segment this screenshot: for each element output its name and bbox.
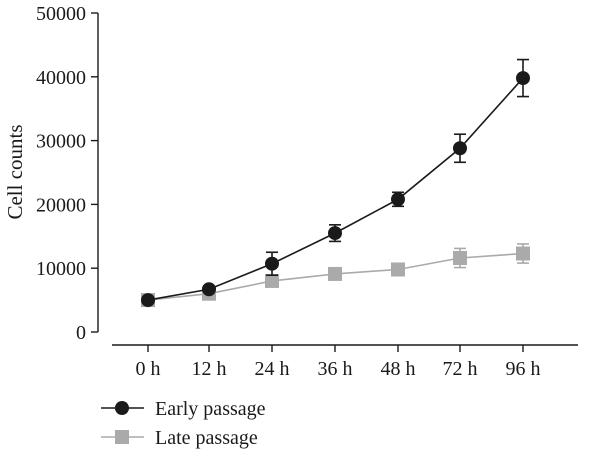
data-point (265, 273, 279, 288)
axes: 0 10000 20000 30000 40000 50000 0 h 12 h 24 h 36 … (36, 3, 578, 380)
x-tick-label: 72 h (443, 358, 478, 380)
y-axis-title: Cell counts (3, 124, 27, 219)
data-point (328, 226, 342, 241)
legend: Early passage Late passage (101, 398, 266, 449)
x-tick-label: 24 h (255, 358, 290, 380)
legend-label: Late passage (155, 427, 258, 449)
series-layer (141, 58, 530, 308)
legend-label: Early passage (155, 398, 266, 420)
series-late-passage (141, 243, 530, 308)
data-point (202, 282, 216, 297)
series-line (147, 77, 524, 301)
x-tick-label: 0 h (136, 358, 161, 380)
y-tick-label: 30000 (36, 131, 86, 153)
y-tick-label: 20000 (36, 194, 86, 216)
data-point (453, 141, 467, 156)
data-point (453, 250, 467, 265)
legend-marker (115, 401, 129, 415)
data-point (516, 246, 530, 261)
data-point (391, 262, 405, 277)
y-tick-label: 10000 (36, 258, 86, 280)
x-tick-label: 12 h (192, 358, 227, 380)
series-early-passage (141, 58, 530, 308)
legend-marker (115, 430, 129, 444)
data-point (141, 293, 155, 308)
x-tick-label: 36 h (318, 358, 353, 380)
y-tick-label: 0 (76, 322, 86, 344)
y-tick-label: 50000 (36, 3, 86, 25)
x-tick-label: 96 h (506, 358, 541, 380)
data-point (516, 71, 530, 86)
y-tick-label: 40000 (36, 67, 86, 89)
x-tick-label: 48 h (381, 358, 416, 380)
data-point (265, 256, 279, 271)
data-point (391, 192, 405, 207)
data-point (328, 266, 342, 281)
